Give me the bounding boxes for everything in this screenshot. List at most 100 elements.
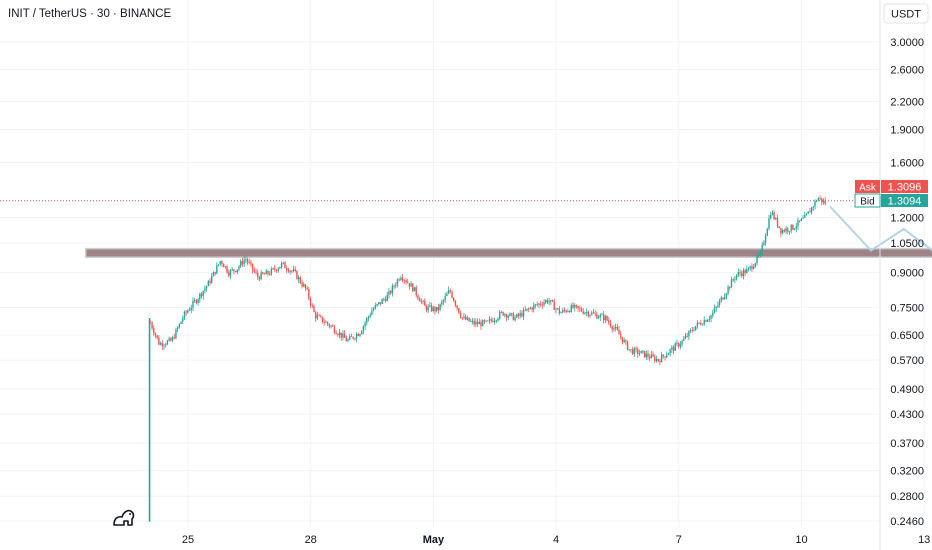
candle-body bbox=[308, 289, 310, 299]
candle-body bbox=[490, 319, 492, 321]
candle-body bbox=[270, 268, 273, 275]
candle-body bbox=[800, 218, 803, 221]
candle-body bbox=[441, 301, 443, 305]
tradingview-logo-icon[interactable] bbox=[113, 509, 135, 526]
candle-body bbox=[729, 286, 731, 288]
currency-button[interactable]: USDT bbox=[883, 3, 929, 24]
candle-body bbox=[807, 211, 809, 214]
price-axis[interactable]: 3.0000 2.6000 2.2000 1.9000 1.6000 1.2000 1.05… bbox=[890, 37, 924, 528]
candle-body bbox=[326, 321, 329, 325]
candle bbox=[338, 328, 341, 339]
candle bbox=[268, 271, 271, 276]
candle bbox=[200, 292, 203, 299]
candle-body bbox=[236, 269, 238, 272]
candle-body bbox=[229, 270, 232, 276]
candle bbox=[316, 311, 319, 321]
projection-line[interactable] bbox=[829, 129, 932, 252]
candle bbox=[243, 256, 245, 267]
candle-body bbox=[621, 337, 624, 343]
candle-body bbox=[793, 228, 796, 230]
candle-body bbox=[200, 293, 203, 297]
candle-body bbox=[453, 297, 455, 302]
candle bbox=[332, 323, 334, 327]
candle bbox=[257, 269, 259, 280]
candle bbox=[492, 317, 494, 323]
candle bbox=[255, 268, 257, 275]
candle-body bbox=[149, 322, 152, 324]
candle-body bbox=[493, 320, 496, 323]
candle bbox=[790, 224, 792, 234]
candle bbox=[553, 298, 555, 310]
candle bbox=[275, 269, 278, 273]
candle-body bbox=[272, 268, 274, 269]
price-tick-label: 1.0500 bbox=[890, 238, 924, 250]
candle bbox=[352, 336, 354, 340]
candle-body bbox=[343, 333, 346, 338]
candle-body bbox=[565, 310, 567, 312]
candle-body bbox=[234, 270, 237, 272]
candle bbox=[620, 330, 622, 340]
candle-body bbox=[730, 279, 733, 288]
candle bbox=[349, 334, 351, 341]
candle-body bbox=[320, 315, 322, 317]
candle-body bbox=[609, 322, 612, 327]
candle bbox=[648, 353, 651, 362]
candle bbox=[633, 346, 636, 357]
candle bbox=[747, 266, 750, 272]
candle bbox=[807, 211, 809, 214]
candle-body bbox=[775, 217, 777, 220]
candle-body bbox=[478, 322, 480, 325]
candle bbox=[303, 281, 305, 288]
symbol-title[interactable]: INIT / TetherUS · 30 · BINANCE bbox=[8, 8, 172, 20]
time-axis[interactable]: 2528May471013161922 bbox=[182, 534, 932, 546]
candle bbox=[536, 301, 538, 307]
projection-path[interactable] bbox=[829, 129, 932, 252]
candle-body bbox=[546, 300, 549, 303]
candle bbox=[664, 356, 666, 361]
candle-body bbox=[185, 311, 187, 313]
candle bbox=[178, 323, 181, 329]
candle bbox=[631, 346, 634, 355]
candle-body bbox=[471, 320, 474, 322]
candle-body bbox=[805, 213, 808, 216]
candle-body bbox=[695, 326, 697, 331]
candle bbox=[224, 266, 227, 269]
candle-body bbox=[749, 266, 751, 269]
candle-body bbox=[267, 270, 269, 274]
candle bbox=[809, 208, 811, 213]
candle-body bbox=[403, 280, 405, 281]
candle bbox=[321, 316, 324, 324]
resistance-zone-rect[interactable] bbox=[85, 247, 932, 259]
candle-body bbox=[178, 323, 181, 328]
candle-body bbox=[182, 318, 184, 322]
candle bbox=[637, 346, 639, 358]
candle bbox=[403, 279, 405, 285]
candle-body bbox=[722, 297, 724, 300]
candle-body bbox=[587, 311, 590, 316]
candle bbox=[170, 337, 172, 342]
candle bbox=[495, 319, 498, 324]
candle bbox=[241, 257, 244, 267]
candle-body bbox=[648, 356, 651, 359]
candle bbox=[328, 323, 331, 329]
candle-body bbox=[187, 310, 189, 313]
candle bbox=[662, 354, 665, 359]
candle-body bbox=[257, 272, 259, 278]
candle-body bbox=[817, 198, 820, 201]
candle-body bbox=[454, 301, 457, 306]
candle bbox=[783, 228, 786, 233]
resistance-zone[interactable] bbox=[85, 247, 932, 259]
candle-body bbox=[401, 277, 404, 281]
candle bbox=[793, 228, 796, 231]
candle-body bbox=[263, 273, 266, 275]
candle-body bbox=[744, 270, 746, 274]
candle-body bbox=[396, 279, 399, 286]
candle-body bbox=[778, 226, 780, 228]
candle bbox=[822, 198, 825, 205]
candle-body bbox=[165, 344, 167, 346]
candle-body bbox=[809, 211, 811, 213]
candle bbox=[214, 271, 216, 276]
candle bbox=[289, 269, 291, 275]
price-tick-label: 1.9000 bbox=[890, 124, 924, 136]
